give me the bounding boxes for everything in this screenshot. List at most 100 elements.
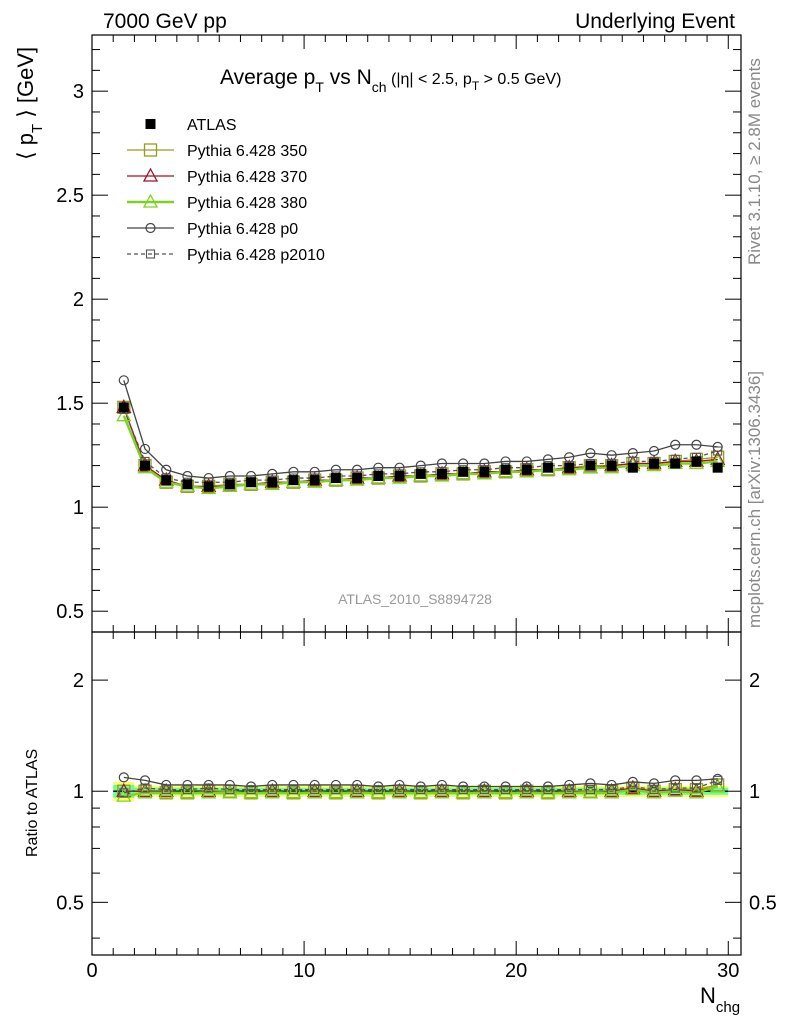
ratio-data-point bbox=[582, 784, 599, 799]
ratio-data-point bbox=[285, 784, 302, 799]
ratio-data-point bbox=[331, 785, 341, 795]
mcplots-label: mcplots.cern.ch [arXiv:1306.3436] bbox=[745, 371, 764, 628]
ratio-data-point bbox=[307, 782, 323, 797]
ratio-series-line bbox=[123, 785, 719, 798]
ratio-data-point bbox=[158, 784, 174, 799]
data-point bbox=[648, 445, 660, 457]
legend: ATLAS Pythia 6.428 350 Pythia 6.428 370 Pyt… bbox=[127, 117, 325, 264]
main-panel: 0.5 1 1.5 2 2.5 3 bbox=[56, 34, 742, 955]
ratio-data-point bbox=[522, 785, 532, 795]
legend-label: ATLAS bbox=[187, 117, 237, 134]
x-axis-label: Nchg bbox=[700, 983, 740, 1016]
x-tick-label: 0 bbox=[86, 960, 97, 982]
ratio-data-point bbox=[328, 784, 344, 799]
legend-label: Pythia 6.428 380 bbox=[187, 195, 307, 212]
y-tick-label: 3 bbox=[73, 81, 84, 103]
legend-marker bbox=[145, 222, 156, 234]
rivet-label: Rivet 3.1.10, ≥ 2.8M events bbox=[745, 58, 764, 265]
x-tick-label: 20 bbox=[505, 960, 527, 982]
ratio-data-point bbox=[710, 778, 726, 793]
ratio-data-point bbox=[688, 782, 705, 797]
y-tick-label: 1 bbox=[73, 497, 84, 519]
ratio-data-point bbox=[564, 779, 575, 791]
ratio-data-point bbox=[434, 784, 450, 799]
data-point bbox=[394, 470, 405, 481]
ratio-data-point bbox=[606, 779, 617, 791]
ratio-y-tick-label-right: 0.5 bbox=[749, 892, 777, 914]
ratio-data-point bbox=[267, 785, 277, 795]
ratio-data-point bbox=[458, 785, 468, 795]
ratio-data-point bbox=[201, 782, 217, 797]
data-point bbox=[649, 458, 660, 469]
ratio-data-point bbox=[140, 783, 150, 793]
ratio-data-point bbox=[585, 778, 596, 789]
ratio-data-point bbox=[628, 781, 638, 792]
data-point bbox=[542, 462, 553, 473]
data-point bbox=[267, 477, 278, 488]
data-point bbox=[246, 477, 257, 488]
ratio-data-point bbox=[243, 784, 259, 799]
data-point bbox=[118, 375, 129, 386]
ratio-data-point bbox=[585, 785, 595, 795]
ratio-data-point bbox=[561, 784, 577, 799]
ratio-data-point bbox=[540, 784, 556, 799]
ratio-y-tick-label: 0.5 bbox=[56, 892, 84, 914]
data-point bbox=[352, 473, 363, 484]
data-point bbox=[309, 475, 320, 486]
ratio-data-point bbox=[391, 784, 408, 799]
data-point bbox=[691, 456, 702, 467]
ratio-data-point bbox=[139, 775, 151, 786]
x-tick-label: 30 bbox=[717, 960, 739, 982]
legend-marker bbox=[143, 143, 158, 157]
header-left: 7000 GeV pp bbox=[103, 10, 227, 33]
ratio-data-point bbox=[179, 784, 196, 799]
ratio-data-point bbox=[118, 772, 129, 783]
data-point bbox=[373, 470, 384, 481]
ratio-y-tick-label: 2 bbox=[73, 670, 84, 692]
ratio-data-point bbox=[625, 781, 641, 796]
data-point bbox=[330, 473, 341, 484]
data-point bbox=[712, 462, 723, 473]
ratio-data-point bbox=[373, 785, 383, 795]
ratio-data-point bbox=[413, 784, 429, 799]
ratio-data-point bbox=[501, 785, 511, 795]
ratio-data-point bbox=[667, 782, 683, 797]
ratio-data-point bbox=[137, 782, 153, 797]
ratio-data-point bbox=[158, 782, 174, 797]
ratio-data-point bbox=[646, 784, 662, 799]
ratio-y-tick-label-right: 1 bbox=[749, 781, 760, 803]
ratio-data-point bbox=[370, 784, 386, 799]
ratio-data-point bbox=[519, 784, 535, 799]
legend-marker bbox=[142, 193, 159, 208]
ratio-data-point bbox=[182, 785, 192, 795]
ratio-data-point bbox=[670, 783, 680, 793]
y-tick-label: 1.5 bbox=[56, 393, 84, 415]
ratio-data-point bbox=[225, 785, 235, 795]
ratio-data-point bbox=[246, 785, 256, 795]
y-tick-label: 2.5 bbox=[56, 185, 84, 207]
ratio-data-point bbox=[204, 783, 214, 793]
data-point bbox=[182, 479, 193, 490]
ratio-data-point bbox=[349, 782, 365, 797]
data-point bbox=[521, 464, 532, 475]
data-point bbox=[161, 475, 172, 486]
legend-label: Pythia 6.428 370 bbox=[187, 169, 307, 186]
legend-label: Pythia 6.428 350 bbox=[187, 143, 307, 160]
ratio-data-point bbox=[394, 785, 405, 795]
y-axis-label: ⟨ pT ⟩ [GeV] bbox=[13, 47, 46, 160]
ratio-data-point bbox=[713, 775, 723, 785]
ratio-data-point bbox=[116, 782, 132, 797]
data-point bbox=[458, 466, 469, 477]
series-line bbox=[123, 380, 718, 479]
ratio-panel: 0 10 20 30 0.5 0.5 1 1 2 2 bbox=[56, 631, 777, 982]
header-right: Underlying Event bbox=[575, 10, 735, 33]
data-point bbox=[606, 460, 617, 471]
ratio-data-point bbox=[288, 785, 299, 795]
ratio-y-axis-label: Ratio to ATLAS bbox=[24, 749, 41, 857]
data-point bbox=[627, 462, 638, 473]
ratio-data-point bbox=[670, 775, 681, 786]
ratio-data-point bbox=[455, 784, 471, 799]
ratio-data-point bbox=[476, 784, 492, 799]
ratio-data-point bbox=[352, 785, 362, 795]
